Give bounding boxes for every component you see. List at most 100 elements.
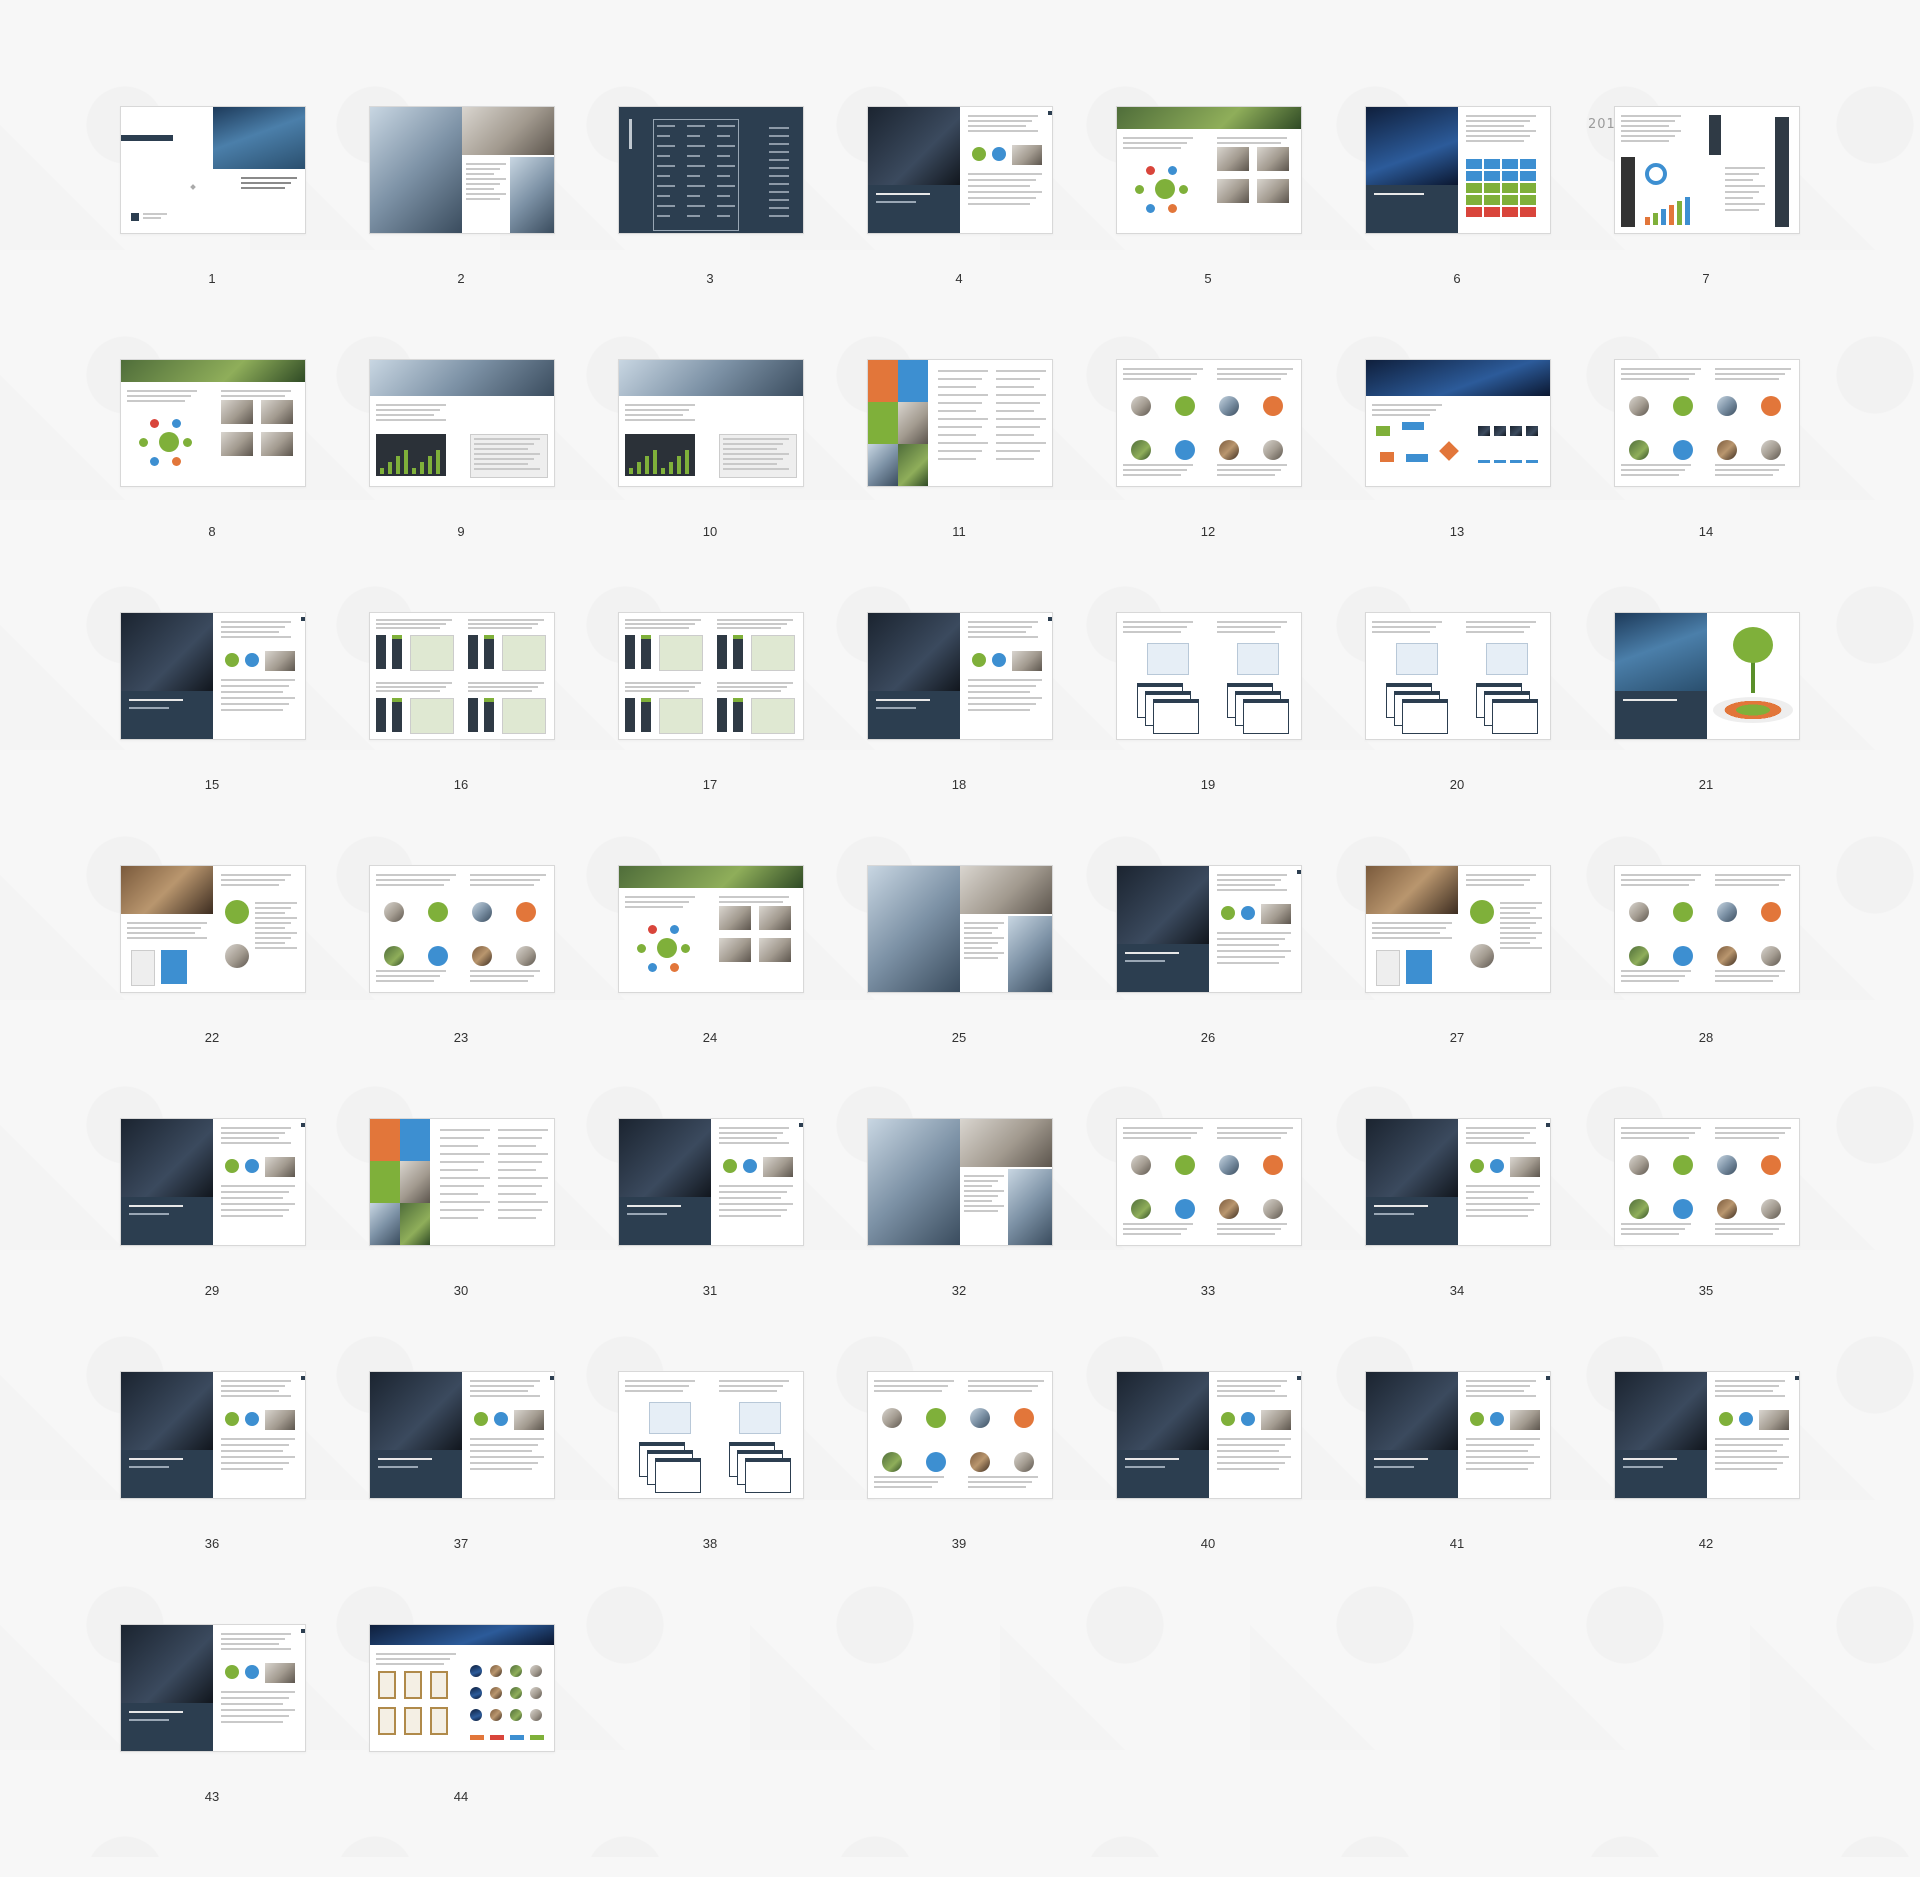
page-thumbnail[interactable] xyxy=(1365,612,1551,740)
page-thumbnail[interactable] xyxy=(867,612,1053,740)
round-photo xyxy=(1717,1155,1737,1175)
page-thumbnail[interactable] xyxy=(618,106,804,234)
text-line xyxy=(498,1193,536,1195)
page-thumbnail[interactable] xyxy=(120,106,306,234)
text-line xyxy=(1500,902,1542,904)
text-line xyxy=(1715,879,1785,881)
text-line xyxy=(221,1715,289,1717)
page-thumbnail[interactable] xyxy=(120,1624,306,1752)
page-thumbnail[interactable] xyxy=(1614,359,1800,487)
page-thumbnail[interactable] xyxy=(867,359,1053,487)
text-line xyxy=(468,619,544,621)
page-thumbnail[interactable] xyxy=(369,106,555,234)
page-thumbnail[interactable] xyxy=(1614,612,1800,740)
contents-entry xyxy=(717,135,730,137)
page-thumbnail[interactable] xyxy=(120,865,306,993)
text-line xyxy=(1715,1450,1777,1452)
page-thumbnail[interactable] xyxy=(1116,359,1302,487)
page-thumbnail[interactable] xyxy=(1614,106,1800,234)
page-thumbnail[interactable] xyxy=(1116,1371,1302,1499)
page-thumbnail[interactable] xyxy=(867,1371,1053,1499)
table-cell xyxy=(1484,159,1500,169)
page-thumbnail[interactable] xyxy=(1614,1371,1800,1499)
page-thumbnail[interactable] xyxy=(369,359,555,487)
page-thumbnail[interactable] xyxy=(1116,865,1302,993)
text-line xyxy=(968,203,1030,205)
page-thumbnail[interactable] xyxy=(1614,865,1800,993)
page-thumbnail[interactable] xyxy=(618,1118,804,1246)
page-thumbnail-cell: 36 xyxy=(120,1371,370,1624)
page-thumbnail[interactable] xyxy=(1116,612,1302,740)
phone-header xyxy=(484,698,494,702)
text-line xyxy=(1466,879,1530,881)
page-thumbnail[interactable] xyxy=(1365,1118,1551,1246)
header-photo xyxy=(370,360,554,396)
text-line xyxy=(1466,874,1536,876)
text-line xyxy=(1725,173,1759,175)
page-thumbnail[interactable] xyxy=(618,612,804,740)
text-line xyxy=(221,1203,295,1205)
page-thumbnail-cell: 23 xyxy=(369,865,619,1118)
page-thumbnail[interactable] xyxy=(1365,1371,1551,1499)
text-line xyxy=(1217,626,1281,628)
text-line xyxy=(470,1450,532,1452)
page-thumbnail[interactable] xyxy=(120,612,306,740)
page-thumbnail[interactable] xyxy=(1365,359,1551,487)
text-line xyxy=(221,395,285,397)
text-line xyxy=(1217,1468,1279,1470)
section-title xyxy=(1374,1458,1428,1460)
page-thumbnail[interactable] xyxy=(867,865,1053,993)
phone-screen xyxy=(1775,117,1789,227)
screen-image xyxy=(649,1402,691,1434)
text-line xyxy=(1715,1390,1773,1392)
table-cell xyxy=(1484,171,1500,181)
section-title xyxy=(627,1205,681,1207)
text-line xyxy=(221,1215,283,1217)
page-thumbnail-cell: 3 xyxy=(618,106,868,359)
device-photo xyxy=(1526,426,1538,436)
diagram-node xyxy=(1146,165,1155,175)
text-line xyxy=(376,682,452,684)
text-line xyxy=(376,419,446,421)
page-thumbnail[interactable] xyxy=(1116,106,1302,234)
page-thumbnail[interactable] xyxy=(867,106,1053,234)
table-cell xyxy=(1466,207,1482,217)
text-line xyxy=(376,690,440,692)
text-line xyxy=(1123,631,1181,633)
page-thumbnail[interactable] xyxy=(867,1118,1053,1246)
phone-screen xyxy=(641,635,651,669)
page-thumbnail[interactable] xyxy=(369,865,555,993)
text-line xyxy=(470,1462,538,1464)
page-thumbnail[interactable] xyxy=(1365,865,1551,993)
text-line xyxy=(719,1142,789,1144)
text-line xyxy=(221,1197,283,1199)
text-line xyxy=(964,1175,1004,1177)
page-thumbnail[interactable] xyxy=(1116,1118,1302,1246)
text-line xyxy=(498,1177,548,1179)
page-thumbnail[interactable] xyxy=(618,1371,804,1499)
detail-photo xyxy=(719,938,751,962)
page-thumbnail[interactable] xyxy=(369,612,555,740)
collage-tile xyxy=(370,1203,400,1245)
certificate xyxy=(430,1707,448,1735)
page-thumbnail[interactable] xyxy=(1614,1118,1800,1246)
page-thumbnail[interactable] xyxy=(369,1371,555,1499)
page-thumbnail[interactable] xyxy=(1365,106,1551,234)
page-thumbnail[interactable] xyxy=(369,1118,555,1246)
text-line xyxy=(719,1137,777,1139)
page-thumbnail[interactable] xyxy=(618,359,804,487)
text-line xyxy=(719,901,783,903)
product-photo xyxy=(265,1157,295,1177)
text-line xyxy=(376,1663,444,1665)
text-line xyxy=(221,1390,279,1392)
contents-entry xyxy=(717,175,730,177)
text-line xyxy=(255,947,297,949)
collage-tile xyxy=(868,444,898,486)
page-thumbnail[interactable] xyxy=(120,1118,306,1246)
page-thumbnail[interactable] xyxy=(369,1624,555,1752)
page-thumbnail[interactable] xyxy=(120,1371,306,1499)
text-line xyxy=(1621,1223,1691,1225)
section-photo xyxy=(121,1372,213,1450)
page-thumbnail[interactable] xyxy=(618,865,804,993)
page-thumbnail[interactable] xyxy=(120,359,306,487)
